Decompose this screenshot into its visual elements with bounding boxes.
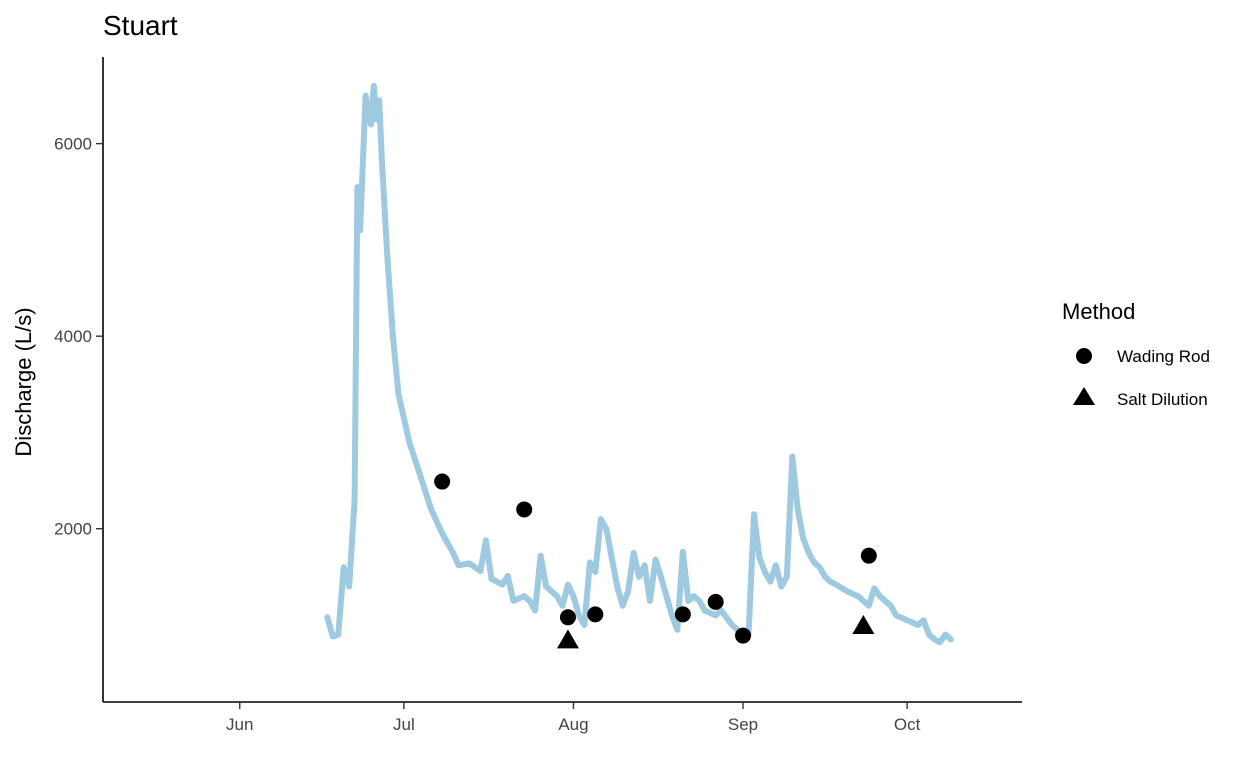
x-tick-label: Jul <box>393 715 415 734</box>
x-tick-label: Sep <box>728 715 758 734</box>
legend-title: Method <box>1062 299 1135 324</box>
x-axis-ticks: Jun Jul Aug Sep Oct <box>226 702 921 734</box>
measurement-points <box>434 473 877 649</box>
legend-label-salt-dilution: Salt Dilution <box>1117 390 1208 409</box>
chart-title: Stuart <box>103 10 178 41</box>
y-axis-ticks: 2000 4000 6000 <box>54 135 103 539</box>
x-tick-label: Aug <box>558 715 588 734</box>
discharge-series <box>324 82 954 646</box>
legend-key-salt-dilution <box>1073 387 1095 405</box>
legend: Method Wading Rod Salt Dilution <box>1062 299 1210 409</box>
y-axis-title: Discharge (L/s) <box>11 307 36 456</box>
y-tick-label: 4000 <box>54 327 92 346</box>
wading-rod-point <box>434 473 451 490</box>
salt-dilution-point <box>852 614 875 634</box>
wading-rod-point <box>559 609 576 626</box>
y-tick-label: 2000 <box>54 520 92 539</box>
x-tick-label: Jun <box>226 715 253 734</box>
wading-rod-point <box>707 593 724 610</box>
x-tick-label: Oct <box>894 715 921 734</box>
legend-key-wading-rod <box>1076 348 1092 364</box>
wading-rod-point <box>674 606 691 623</box>
wading-rod-point <box>587 606 604 623</box>
salt-dilution-point <box>556 629 579 649</box>
y-tick-label: 6000 <box>54 135 92 154</box>
legend-label-wading-rod: Wading Rod <box>1117 347 1210 366</box>
wading-rod-point <box>735 627 752 644</box>
discharge-line <box>324 82 954 646</box>
wading-rod-point <box>860 547 877 564</box>
plot-area: 2000 4000 6000 Jun Jul Aug Sep Oct <box>54 57 1022 734</box>
wading-rod-point <box>516 501 533 518</box>
